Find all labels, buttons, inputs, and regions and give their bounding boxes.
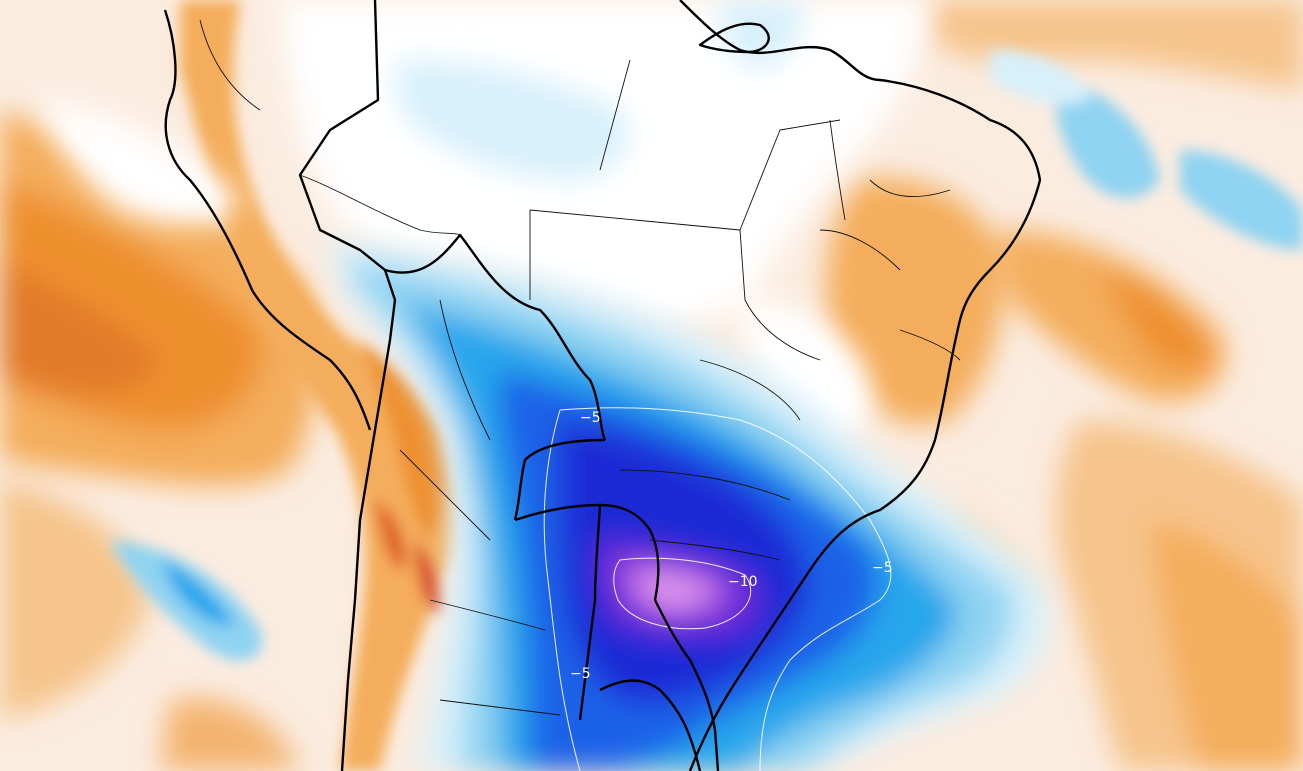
isolines xyxy=(543,407,892,771)
warm-anomaly-pacific xyxy=(0,110,319,771)
cool-anomaly-atlantic-north xyxy=(990,50,1303,250)
cool-anomaly-pacific-south xyxy=(110,540,262,661)
contour-label-minus5-south: −5 xyxy=(570,666,591,682)
contour-label-minus5-east: −5 xyxy=(872,560,893,576)
political-borders xyxy=(163,0,1042,771)
contour-label-minus5-north: −5 xyxy=(580,410,601,426)
warm-anomaly-atlantic xyxy=(826,0,1303,771)
contour-label-minus10-center: −10 xyxy=(728,574,758,590)
